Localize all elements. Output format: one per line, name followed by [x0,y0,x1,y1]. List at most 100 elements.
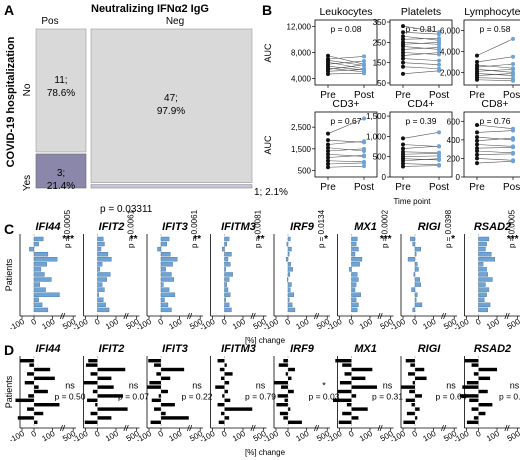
bar [97,394,123,398]
bar [33,267,42,272]
bar [97,376,112,381]
bar [157,246,162,252]
gene-pvalue: p = 0.0002 [381,209,390,248]
paired-line [402,37,440,40]
pre-point [475,135,479,140]
significance-marker: * [324,234,328,245]
bar [414,262,418,267]
bars-xlabel: [%] change [245,448,286,457]
gene-bar-plot: IFIT2-100 0 100 500**p = 0.0061 [71,209,141,332]
post-point [362,139,366,144]
significance-marker: ** [257,234,265,245]
panel-label-d: D [4,342,14,358]
bar [147,385,161,389]
post-point [511,78,515,83]
bar [97,367,126,372]
bar [415,416,418,420]
pre-point [401,44,405,49]
post-point [437,58,441,63]
paired-line [476,124,514,130]
gene-title: IFI44 [35,343,60,355]
bar [351,251,356,257]
x-tick-label: -100 [262,317,281,333]
post-point [437,62,441,67]
significance-marker: *** [507,234,519,245]
bar [27,372,34,376]
gene-pvalue: p = 0.0005 [508,209,517,248]
paired-line [402,155,440,157]
bar [97,297,104,302]
pre-point [475,156,479,161]
paired-plot: Lymphocytes 2,000 4,000 6,000 p = 0.58 Pre Pos… [440,6,520,101]
bar [351,307,358,313]
bar [33,287,46,292]
gene-pvalue: p = 0.07 [118,391,149,401]
post-point [437,144,441,149]
post-point [362,160,366,165]
bar [408,372,415,376]
bar [158,394,161,398]
bar [287,292,294,297]
axis-break [250,312,254,320]
mosaic-col-label-neg: Neg [166,16,184,27]
bar [224,407,253,411]
x-tick-label: 0 [30,429,39,439]
y-tick-label: 1,500 [366,112,387,121]
bar [478,262,484,267]
paired-plot-title: Platelets [401,6,441,18]
bar [97,272,111,277]
bar [351,246,359,252]
bar [160,241,167,247]
paired-line [327,65,365,71]
axis-break [123,312,127,320]
axis-break [379,312,383,320]
bar [351,416,359,420]
pre-point [401,64,405,69]
paired-line [402,158,440,161]
x-tick-label-post: Post [429,182,449,193]
bars-ylabel: Patients [4,375,14,408]
x-tick-label: -100 [389,429,408,445]
bar [411,403,415,407]
bar [287,236,291,242]
x-tick-label: 100 [421,317,438,332]
x-tick-label: 100 [358,429,375,444]
paired-line [476,160,514,164]
gene-pvalue: p = 0.03 [309,391,340,401]
paired-line [402,25,440,33]
y-tick-label: 250 [373,38,387,47]
x-tick-label: -100 [262,429,281,445]
paired-line [402,70,440,75]
bar [148,359,161,363]
paired-plot: Leukocytes 4,000 8,000 12,000 p = 0.08 Pre Pos… [287,6,378,101]
post-point [511,67,515,72]
bars-xlabel: [%] change [245,336,286,345]
bar [464,359,479,363]
bar [478,411,486,416]
post-point [362,58,366,63]
bar [34,420,38,425]
pre-point [475,138,479,143]
paired-line [402,66,440,70]
x-tick-label: -100 [452,429,471,445]
bar [34,376,55,381]
x-tick-label: 100 [104,429,121,444]
x-tick-label: -100 [71,429,90,445]
bar [281,385,288,389]
bar [478,272,488,277]
mosaic-row-label-no: No [22,83,33,96]
paired-line [402,163,440,166]
paired-line [402,35,440,41]
bar [150,420,161,425]
axis-break [125,312,129,320]
gene-pvalue: p = 0.50 [55,391,86,401]
paired-line [476,136,514,141]
post-point [362,71,366,76]
bar [478,236,490,242]
axis-break [59,312,63,320]
pre-point [401,146,405,151]
axis-break [316,424,320,432]
x-tick-label: 100 [167,317,184,332]
